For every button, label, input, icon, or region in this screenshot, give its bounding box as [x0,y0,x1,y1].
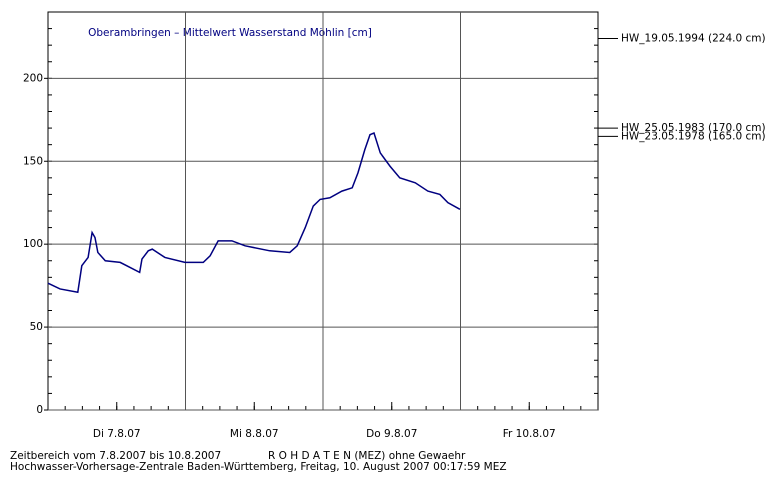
y-tick-label: 0 [36,404,43,416]
footer-range: Zeitbereich vom 7.8.2007 bis 10.8.2007 [10,450,221,462]
footer-raw: R O H D A T E N (MEZ) ohne Gewaehr [268,450,466,462]
reference-label: HW_23.05.1978 (165.0 cm) [621,130,766,142]
x-tick-label: Di 7.8.07 [93,428,141,440]
x-tick-label: Do 9.8.07 [366,428,417,440]
reference-label: HW_19.05.1994 (224.0 cm) [621,33,766,45]
y-tick-label: 200 [23,72,43,84]
y-tick-label: 50 [30,321,43,333]
reference-label: HW_25.05.1983 (170.0 cm) [621,122,766,134]
footer-source: Hochwasser-Vorhersage-Zentrale Baden-Wür… [10,461,507,473]
data-line [47,132,461,294]
y-tick-label: 100 [23,238,43,250]
y-tick-label: 150 [23,155,43,167]
x-tick-label: Fr 10.8.07 [503,428,556,440]
x-tick-label: Mi 8.8.07 [230,428,279,440]
chart-title: Oberambringen – Mittelwert Wasserstand M… [88,27,372,39]
